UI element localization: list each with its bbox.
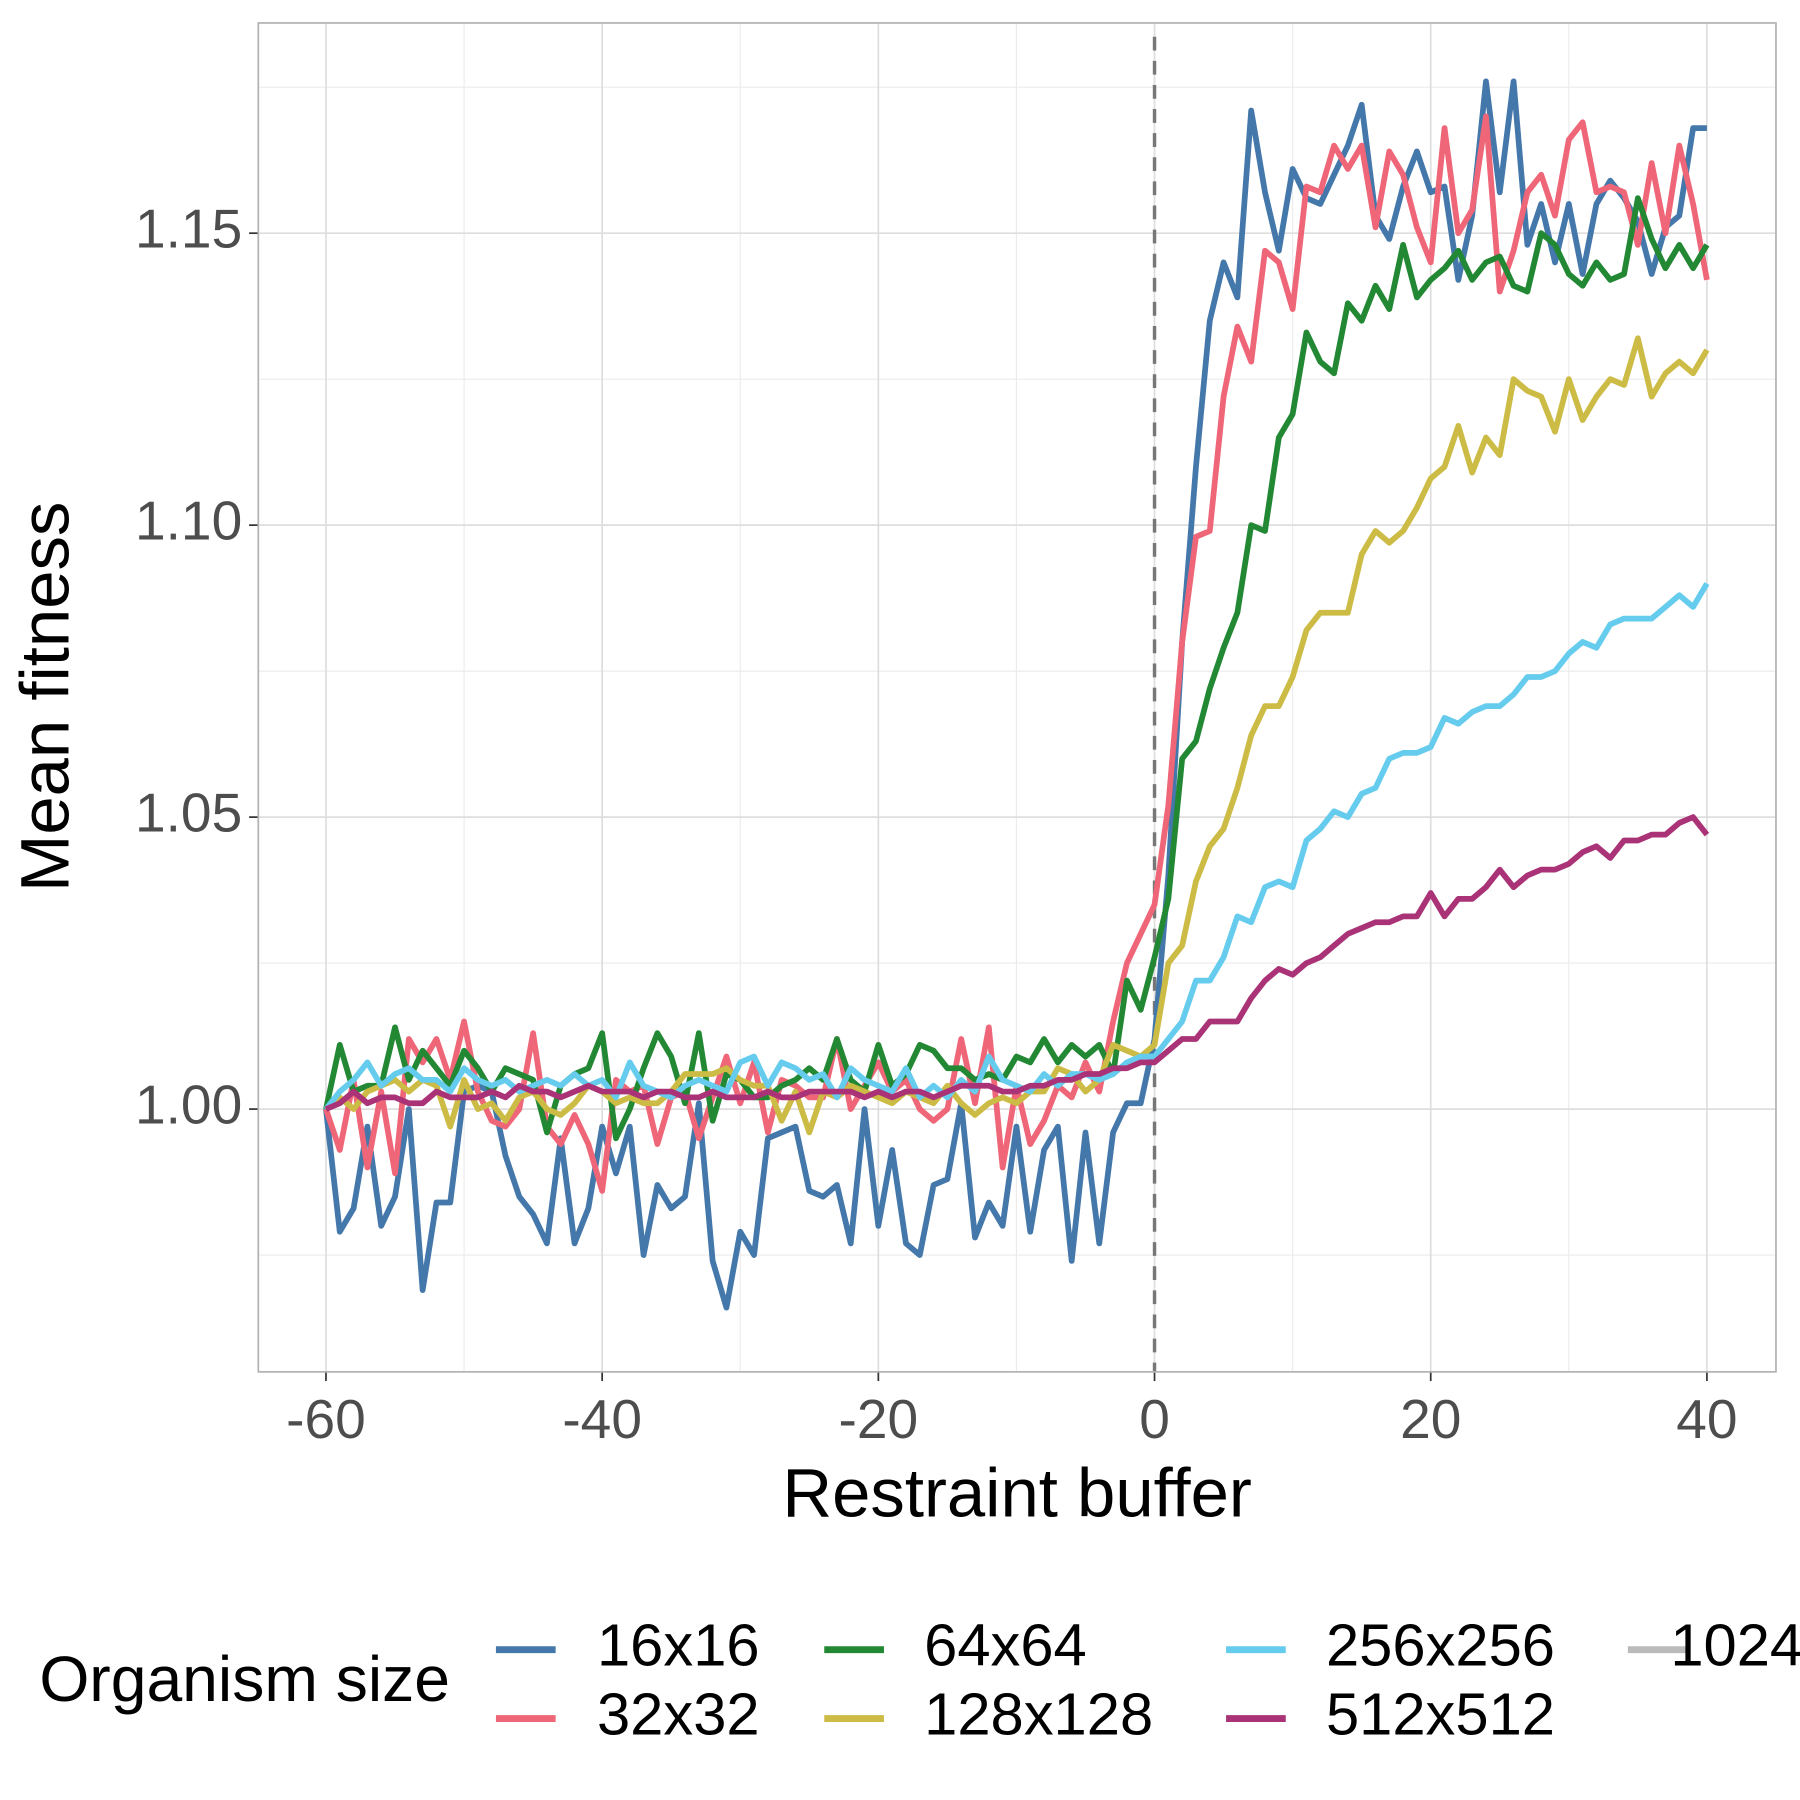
series-line <box>324 335 1710 1136</box>
legend-label: 512x512 <box>1326 1680 1555 1747</box>
x-tick-label: -40 <box>562 1388 642 1450</box>
x-tick-label: -20 <box>839 1388 919 1450</box>
y-tick-label: 1.10 <box>135 490 242 552</box>
legend-label: 64x64 <box>924 1611 1087 1678</box>
legend-label: 1024x1024 <box>1670 1611 1800 1678</box>
legend-label: 256x256 <box>1326 1611 1555 1678</box>
series-line <box>324 814 1710 1112</box>
legend-title: Organism size <box>39 1643 450 1715</box>
legend-label: 16x16 <box>597 1611 760 1678</box>
x-tick-label: 20 <box>1400 1388 1461 1450</box>
y-axis-title: Mean fitness <box>7 502 84 892</box>
x-tick-label: -60 <box>286 1388 366 1450</box>
y-tick-label: 1.00 <box>135 1074 242 1136</box>
y-tick-label: 1.05 <box>135 782 242 844</box>
legend-label: 128x128 <box>924 1680 1153 1747</box>
plot-root: Restraint buffer Mean fitness Organism s… <box>7 22 1800 1747</box>
x-tick-label: 40 <box>1676 1388 1737 1450</box>
legend-label: 32x32 <box>597 1680 760 1747</box>
x-axis-title: Restraint buffer <box>782 1454 1252 1531</box>
plot-border <box>257 22 1777 1373</box>
series-line <box>323 195 1710 1142</box>
y-tick-label: 1.15 <box>135 198 242 260</box>
series-line <box>323 582 1710 1111</box>
x-tick-label: 0 <box>1139 1388 1170 1450</box>
